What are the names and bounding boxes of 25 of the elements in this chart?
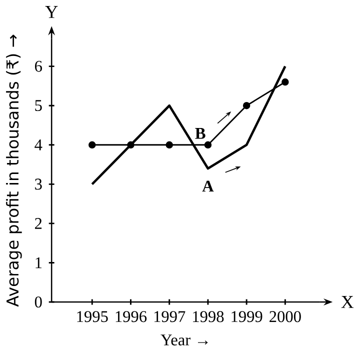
y-tick-label: 5	[35, 100, 42, 111]
y-tick-label: 2	[35, 218, 42, 229]
x-tick-label: 2000	[270, 310, 301, 322]
text: Y	[45, 6, 58, 18]
point	[88, 141, 96, 148]
text: X	[341, 296, 354, 308]
y-axis-title: Average profit in thousands (₹) →	[6, 34, 22, 306]
y-tick-label: 4	[34, 139, 42, 150]
x-tick-label: 1998	[193, 310, 224, 322]
point	[204, 141, 212, 148]
series-label: A	[202, 180, 214, 192]
x-tick-label: 1997	[154, 310, 186, 322]
point	[166, 141, 173, 148]
x-tick-label: 1996	[116, 310, 147, 322]
y-tick-label: 6	[35, 60, 42, 72]
series-label: B	[195, 128, 206, 139]
x-tick-label: 1999	[232, 310, 262, 322]
point	[282, 78, 289, 86]
x-tick-label: 1995	[77, 310, 108, 322]
point	[127, 141, 134, 148]
y-tick-label: 1	[36, 257, 42, 268]
point	[242, 102, 250, 110]
y-tick-label: 3	[35, 178, 42, 190]
x-axis-title: Year →	[160, 334, 208, 346]
y-tick-label: 0	[34, 296, 42, 308]
